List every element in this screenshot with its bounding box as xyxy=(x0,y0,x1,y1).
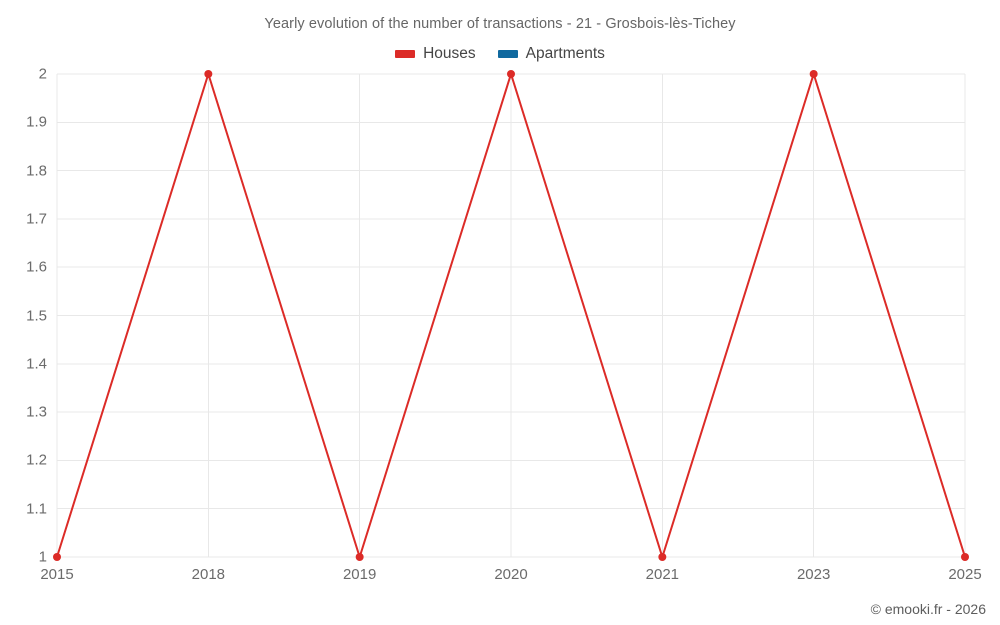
legend-item-apartments[interactable]: Apartments xyxy=(497,45,605,63)
data-point-marker[interactable] xyxy=(961,553,969,561)
x-axis-tick-label: 2020 xyxy=(494,566,528,583)
y-axis-tick-label: 1.7 xyxy=(26,210,47,228)
y-axis-tick-label: 1.6 xyxy=(26,258,47,276)
y-axis-tick-label: 2 xyxy=(38,65,47,83)
chart-title: Yearly evolution of the number of transa… xyxy=(264,16,736,32)
data-point-marker[interactable] xyxy=(658,553,667,561)
data-point-marker[interactable] xyxy=(355,553,364,561)
y-axis-tick-label: 1.8 xyxy=(26,162,47,180)
plot-area xyxy=(53,70,969,561)
y-axis-tick-label: 1.3 xyxy=(26,403,47,421)
data-point-marker[interactable] xyxy=(809,70,818,78)
legend-item-houses[interactable]: Houses xyxy=(395,45,476,63)
chart-legend: Houses Apartments xyxy=(0,45,1000,63)
x-axis-tick-label: 2015 xyxy=(40,566,74,583)
x-axis-tick-label: 2025 xyxy=(948,566,982,583)
y-axis-tick-label: 1.2 xyxy=(26,451,47,469)
legend-label: Apartments xyxy=(525,45,605,62)
x-axis-tick-label: 2019 xyxy=(342,566,377,583)
x-axis-tick-label: 2021 xyxy=(645,566,680,583)
data-point-marker[interactable] xyxy=(507,70,515,78)
legend-label: Houses xyxy=(423,45,476,62)
data-point-marker[interactable] xyxy=(53,553,61,561)
y-axis-labels: 1 1.1 1.2 1.3 1.4 1.5 1.6 1.7 1.8 1.9 2 xyxy=(0,66,47,566)
y-axis-tick-label: 1.5 xyxy=(26,307,47,324)
footer-credit: © emooki.fr - 2026 xyxy=(870,601,986,617)
legend-swatch-icon xyxy=(395,50,416,58)
y-axis-tick-label: 1.9 xyxy=(26,113,47,131)
legend-swatch-icon xyxy=(497,50,518,58)
y-axis-tick-label: 1 xyxy=(38,548,47,566)
x-axis-labels: 2015 2018 2019 2020 2021 2023 2025 xyxy=(40,566,981,590)
plot-svg xyxy=(53,70,969,561)
data-point-marker[interactable] xyxy=(204,70,213,78)
x-axis-tick-label: 2018 xyxy=(191,566,226,583)
x-axis-tick-label: 2023 xyxy=(796,566,831,583)
y-axis-tick-label: 1.4 xyxy=(26,355,47,373)
y-axis-tick-label: 1.1 xyxy=(26,500,47,518)
